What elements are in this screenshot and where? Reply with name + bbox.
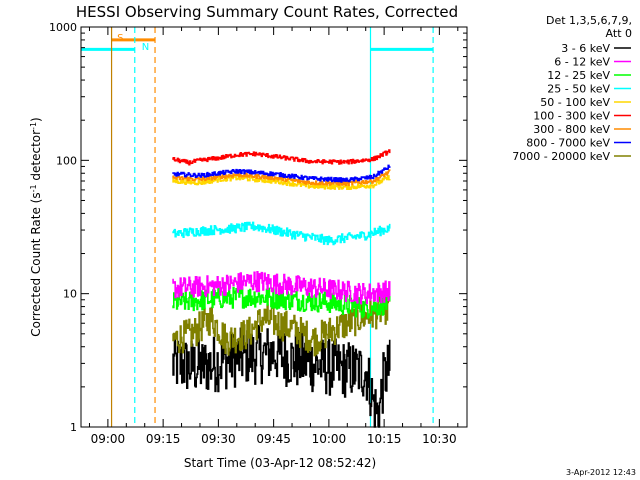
y-axis-label-mid: detector <box>29 130 43 185</box>
legend-label-8: 800 - 7000 keV <box>526 137 610 150</box>
series-line-2 <box>172 270 391 305</box>
y-axis-label-sup1: -1 <box>29 184 38 192</box>
timestamp: 3-Apr-2012 12:43 <box>566 468 636 477</box>
x-tick-label-4: 10:00 <box>312 432 347 446</box>
y-tick-label-0: 1 <box>70 421 77 434</box>
legend-label-7: 300 - 800 keV <box>533 123 610 136</box>
axes: 1 10 100 1000 09:00 09:15 09:30 09:45 10:00 10:15… <box>49 21 467 446</box>
x-tick-label-5: 10:15 <box>367 432 402 446</box>
y-tick-label-3: 1000 <box>49 21 77 34</box>
series-line-6 <box>172 149 391 166</box>
y-axis-label-end: ) <box>29 117 43 122</box>
x-tick-label-6: 10:30 <box>422 432 457 446</box>
saa-label: S <box>117 33 123 44</box>
night-label: N <box>142 42 149 53</box>
x-axis-label: Start Time (03-Apr-12 08:52:42) <box>184 456 376 470</box>
y-axis-label-sup2: -1 <box>29 122 38 130</box>
legend-header-line-1: Det 1,3,5,6,7,9, <box>546 14 632 27</box>
legend-label-4: 25 - 50 keV <box>547 83 610 96</box>
series-line-3 <box>172 286 391 319</box>
legend-label-3: 12 - 25 keV <box>547 69 610 82</box>
y-tick-label-1: 10 <box>63 288 77 301</box>
x-tick-label-0: 09:00 <box>91 432 126 446</box>
legend-label-1: 3 - 6 keV <box>561 42 610 55</box>
x-tick-label-1: 09:15 <box>146 432 181 446</box>
y-axis-label: Corrected Count Rate (s-1 detector-1) <box>29 117 44 336</box>
legend-label-9: 7000 - 20000 keV <box>512 150 610 163</box>
plot-area: SN <box>81 27 434 428</box>
legend-header-line-2: Att 0 <box>606 27 632 40</box>
y-axis-label-main: Corrected Count Rate (s <box>29 192 43 336</box>
series-line-4 <box>172 221 391 246</box>
legend-label-2: 6 - 12 keV <box>554 56 610 69</box>
series-line-8 <box>172 164 391 183</box>
y-tick-label-2: 100 <box>56 154 77 167</box>
chart-title: HESSI Observing Summary Count Rates, Cor… <box>76 3 458 21</box>
x-tick-label-2: 09:30 <box>201 432 236 446</box>
legend-label-5: 50 - 100 keV <box>540 96 610 109</box>
legend-label-6: 100 - 300 keV <box>533 110 610 123</box>
series-line-7 <box>172 169 391 187</box>
x-tick-label-3: 09:45 <box>256 432 291 446</box>
